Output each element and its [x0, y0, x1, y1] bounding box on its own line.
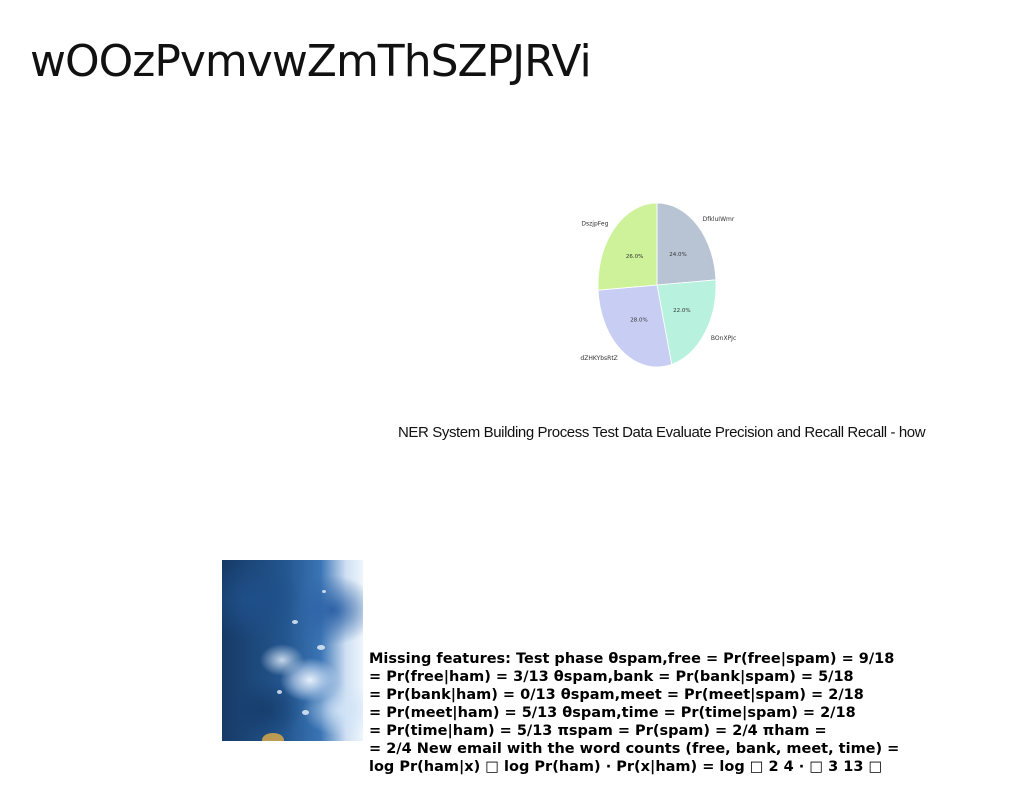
pie-category-label: DfkluIWmr — [703, 216, 735, 223]
pie-percent-label: 28.0% — [630, 317, 647, 323]
caption-text: NER System Building Process Test Data Ev… — [398, 424, 926, 441]
formula-line: = Pr(meet|ham) = 5/13 θspam,time = Pr(ti… — [369, 705, 856, 721]
formula-line: = Pr(time|ham) = 5/13 πspam = Pr(spam) =… — [369, 723, 827, 739]
page-title: wOOzPvmvwZmThSZPJRVi — [30, 36, 592, 87]
pie-category-label: dZHKYbsRtZ — [580, 355, 617, 362]
pie-category-label: DszjpFeg — [581, 220, 608, 227]
formula-line: = Pr(bank|ham) = 0/13 θspam,meet = Pr(me… — [369, 687, 864, 703]
formula-line: log Pr(ham|x) □ log Pr(ham) · Pr(x|ham) … — [369, 759, 883, 775]
pie-slice-DszjpFeg — [597, 202, 658, 291]
formula-line: = 2/4 New email with the word counts (fr… — [369, 741, 900, 757]
photo-image — [222, 560, 363, 741]
formula-line: Missing features: Test phase θspam,free … — [369, 651, 895, 667]
formula-line: = Pr(free|ham) = 3/13 θspam,bank = Pr(ba… — [369, 669, 854, 685]
formula-block: Missing features: Test phase θspam,free … — [369, 650, 899, 776]
pie-labels: 24.0% DfkluIWmr 22.0% BOnXPJc 28.0% dZHKYbsRt… — [580, 216, 736, 362]
pie-percent-label: 22.0% — [673, 308, 690, 314]
pie-percent-label: 26.0% — [626, 254, 643, 260]
pie-slice-DfkluIWmr — [656, 202, 717, 286]
pie-chart-svg: 24.0% DfkluIWmr 22.0% BOnXPJc 28.0% dZHKYbsRt… — [580, 202, 736, 368]
pie-slice-dZHKYbsRtZ — [597, 284, 673, 368]
pie-slices — [597, 202, 717, 368]
pie-percent-label: 24.0% — [669, 252, 686, 258]
pie-chart: 24.0% DfkluIWmr 22.0% BOnXPJc 28.0% dZHKYbsRt… — [560, 195, 760, 375]
pie-category-label: BOnXPJc — [711, 335, 736, 342]
pie-slice-BOnXPJc — [656, 279, 717, 365]
